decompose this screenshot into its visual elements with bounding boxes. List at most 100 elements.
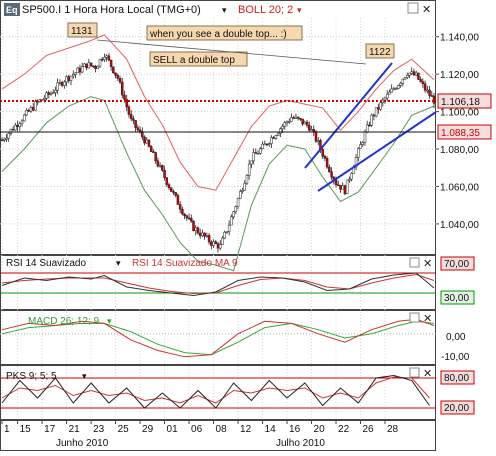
pks-title[interactable]: PKS 9; 5; 5 xyxy=(6,371,57,382)
candle-body xyxy=(118,78,122,83)
candle-body xyxy=(31,106,35,111)
pks-80-text: 80,00 xyxy=(444,373,469,384)
candle-body xyxy=(348,178,351,181)
rsi-restore-icon[interactable] xyxy=(409,257,420,268)
candle-body xyxy=(419,79,422,82)
candle-body xyxy=(247,163,251,176)
candle-body xyxy=(216,243,220,249)
candle-body xyxy=(290,117,293,122)
candle-body xyxy=(181,208,184,215)
note2-box xyxy=(149,51,248,67)
candle-body xyxy=(417,72,420,80)
candle-body xyxy=(134,120,137,128)
candle-body xyxy=(314,131,318,142)
rsi-line xyxy=(1,272,435,297)
candle-body xyxy=(156,160,160,167)
candle-body xyxy=(379,102,382,110)
candle-body xyxy=(158,165,162,167)
price-panel-frame xyxy=(0,0,436,255)
rsi-title[interactable]: RSI 14 Suavizado xyxy=(6,258,86,269)
candle-body xyxy=(432,95,436,104)
candle-body xyxy=(336,184,340,186)
candle-body xyxy=(187,217,191,220)
candle-body xyxy=(132,118,135,121)
candle-body xyxy=(359,144,362,149)
rsi-70-tag xyxy=(440,256,475,271)
pks-close-icon[interactable]: ✕ xyxy=(423,368,432,380)
macd-minus10-text: -10,00 xyxy=(441,352,470,363)
macd-dropdown-icon[interactable]: ▾ xyxy=(107,316,112,326)
candle-body xyxy=(76,67,79,74)
candle-body xyxy=(125,99,128,108)
left-peak-label-box xyxy=(67,22,98,38)
rsi-ma-title[interactable]: RSI 14 Suavizado MA 9 xyxy=(132,258,238,269)
candle-body xyxy=(383,97,387,101)
candle-body xyxy=(361,142,364,145)
pks-panel-frame xyxy=(0,365,436,420)
candle-body xyxy=(178,204,182,210)
candle-body xyxy=(27,110,30,112)
candle-body xyxy=(196,227,200,234)
macd-close-icon[interactable]: ✕ xyxy=(423,313,432,325)
candle-body xyxy=(316,140,320,142)
restore-icon[interactable] xyxy=(407,2,419,14)
price-tick-label: 1.140,00 xyxy=(440,33,479,44)
candle-body xyxy=(72,74,75,77)
x-tick-label: 01 xyxy=(167,424,179,435)
x-tick-label: 16 xyxy=(289,424,301,435)
x-tick-label: 20 xyxy=(314,424,326,435)
candle-body xyxy=(270,137,273,144)
candle-body xyxy=(203,232,206,237)
candle-body xyxy=(254,152,258,154)
rsi-30-tag xyxy=(440,290,475,305)
candle-body xyxy=(23,114,26,122)
candle-body xyxy=(54,89,57,93)
lower-trend-line xyxy=(317,111,437,192)
pks-20-text: 20,00 xyxy=(444,403,469,414)
rsi-70-text: 70,00 xyxy=(444,259,469,270)
candle-body xyxy=(412,71,416,76)
candle-body xyxy=(198,232,202,237)
x-tick-label: 23 xyxy=(93,424,105,435)
candle-body xyxy=(40,99,44,101)
macd-0-text: 0,00 xyxy=(446,332,466,343)
candle-body xyxy=(107,55,111,61)
candle-body xyxy=(256,153,260,155)
candle-body xyxy=(192,220,195,232)
candle-body xyxy=(201,232,204,237)
title-dropdown-icon[interactable]: ▾ xyxy=(222,5,227,15)
candle-body xyxy=(152,151,155,153)
candle-body xyxy=(323,155,327,159)
candle-body xyxy=(312,129,316,132)
chart-title[interactable]: SP500.I 1 Hora Hora Local (TMG+0) xyxy=(22,4,201,16)
candle-body xyxy=(129,114,133,120)
x-tick-label: 29 xyxy=(142,424,154,435)
candle-body xyxy=(116,75,120,79)
pks-dropdown-icon[interactable]: ▾ xyxy=(82,371,87,381)
candle-body xyxy=(225,231,229,233)
symbol-badge[interactable] xyxy=(4,3,20,16)
candle-body xyxy=(98,58,102,67)
close-icon[interactable]: ✕ xyxy=(422,4,431,16)
rsi-dropdown-icon[interactable]: ▾ xyxy=(116,258,121,268)
boll-indicator-label[interactable]: BOLL 20; 2 xyxy=(238,4,293,16)
candle-body xyxy=(272,137,275,139)
candle-body xyxy=(410,71,413,74)
macd-line xyxy=(1,318,435,358)
candle-body xyxy=(136,127,140,131)
candle-body xyxy=(388,91,391,95)
pks-restore-icon[interactable] xyxy=(409,367,420,378)
candle-body xyxy=(83,63,86,67)
candle-body xyxy=(138,129,142,132)
candle-body xyxy=(60,82,64,86)
candle-body xyxy=(80,66,84,73)
boll-dropdown-icon[interactable]: ▾ xyxy=(297,5,302,15)
macd-restore-icon[interactable] xyxy=(409,312,420,323)
macd-title[interactable]: MACD 26; 12; 9 xyxy=(28,316,100,327)
rsi-close-icon[interactable]: ✕ xyxy=(423,258,432,270)
current-price-tag xyxy=(437,93,492,109)
x-tick-label: 26 xyxy=(363,424,375,435)
x-tick-label: 28 xyxy=(387,424,399,435)
candle-body xyxy=(112,66,115,74)
candle-body xyxy=(154,152,157,162)
